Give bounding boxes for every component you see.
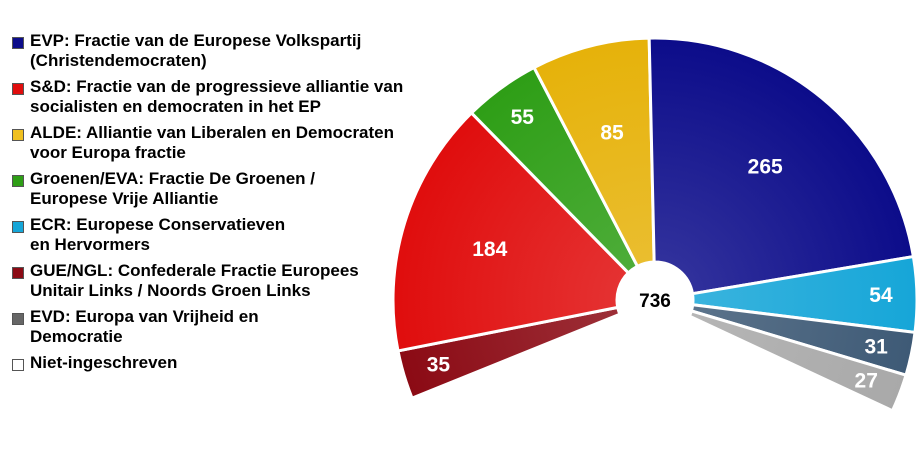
legend-item: EVD: Europa van Vrijheid en Democratie <box>8 307 448 347</box>
legend-item: S&D: Fractie van de progressieve alliant… <box>8 77 448 117</box>
legend-swatch <box>12 359 24 371</box>
legend-item: GUE/NGL: Confederale Fractie Europees Un… <box>8 261 448 301</box>
legend-label: ECR: Europese Conservatieven en Hervorme… <box>30 215 286 254</box>
slice <box>391 110 631 353</box>
slice <box>647 36 916 296</box>
legend-item: Groenen/EVA: Fractie De Groenen / Europe… <box>8 169 448 209</box>
legend-label: EVD: Europa van Vrijheid en Democratie <box>30 307 259 346</box>
legend-label: GUE/NGL: Confederale Fractie Europees Un… <box>30 261 359 300</box>
legend-item: ECR: Europese Conservatieven en Hervorme… <box>8 215 448 255</box>
slice-value-label: 55 <box>511 106 535 129</box>
legend-swatch <box>12 175 24 187</box>
legend-label: S&D: Fractie van de progressieve alliant… <box>30 77 404 116</box>
legend-label: Groenen/EVA: Fractie De Groenen / Europe… <box>30 169 315 208</box>
legend: EVP: Fractie van de Europese Volkspartij… <box>8 31 448 379</box>
legend-item: ALDE: Alliantie van Liberalen en Democra… <box>8 123 448 163</box>
legend-swatch <box>12 221 24 233</box>
slice-value-label: 27 <box>855 369 878 392</box>
legend-swatch <box>12 267 24 279</box>
legend-label: EVP: Fractie van de Europese Volkspartij… <box>30 31 362 70</box>
slice-value-label: 85 <box>600 122 624 145</box>
slice <box>687 309 908 413</box>
center-hole <box>620 265 690 335</box>
legend-swatch <box>12 37 24 49</box>
total-seats-label: 736 <box>639 291 671 312</box>
legend-swatch <box>12 129 24 141</box>
slice-value-label: 184 <box>472 238 507 261</box>
slice-value-label: 54 <box>869 284 893 307</box>
slice <box>532 36 656 269</box>
legend-swatch <box>12 313 24 325</box>
slice-value-label: 35 <box>427 354 451 377</box>
legend-item: EVP: Fractie van de Europese Volkspartij… <box>8 31 448 71</box>
legend-label: ALDE: Alliantie van Liberalen en Democra… <box>30 123 395 162</box>
slice-value-label: 265 <box>748 156 783 179</box>
legend-label: Niet-ingeschreven <box>30 353 178 372</box>
legend-item: Niet-ingeschreven <box>8 353 448 373</box>
legend-swatch <box>12 83 24 95</box>
slice-value-label: 31 <box>864 336 888 359</box>
